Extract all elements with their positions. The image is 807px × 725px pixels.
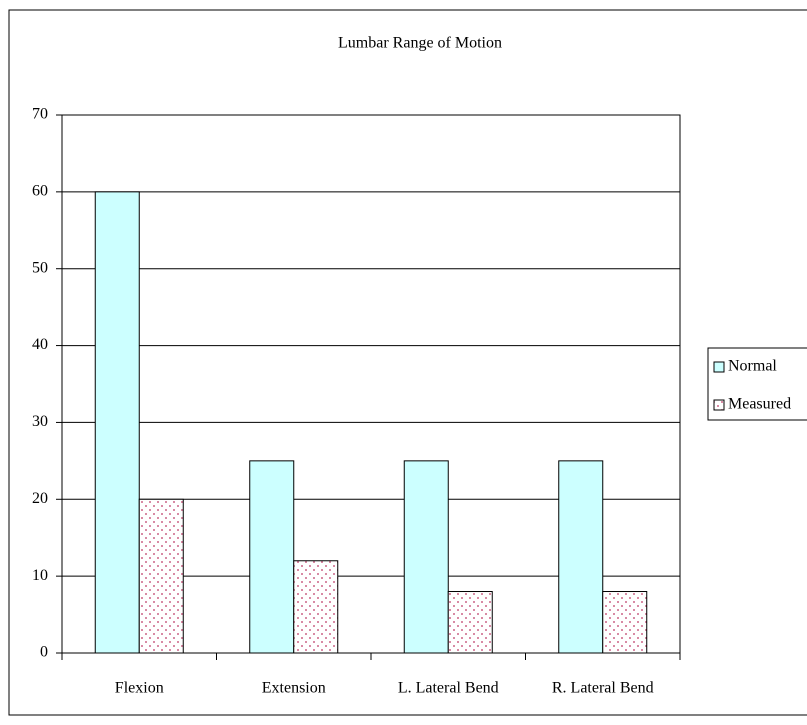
legend-swatch xyxy=(713,399,725,411)
x-tick-label: Extension xyxy=(262,680,326,697)
y-tick-label: 20 xyxy=(32,490,48,507)
x-tick-label: Flexion xyxy=(115,680,164,697)
bar xyxy=(558,460,604,654)
legend-label: Measured xyxy=(728,396,791,413)
y-tick-label: 40 xyxy=(32,336,48,353)
legend-label: Normal xyxy=(728,358,777,375)
y-tick-label: 10 xyxy=(32,567,48,584)
x-tick-label: R. Lateral Bend xyxy=(552,680,654,697)
bar xyxy=(293,560,339,654)
bar xyxy=(447,591,493,654)
y-tick-label: 60 xyxy=(32,183,48,200)
bar xyxy=(249,460,295,654)
bar xyxy=(138,498,184,654)
legend-swatch xyxy=(713,361,725,373)
bar xyxy=(403,460,449,654)
x-tick-label: L. Lateral Bend xyxy=(398,680,499,697)
bar xyxy=(94,191,140,654)
y-tick-label: 70 xyxy=(32,106,48,123)
y-tick-label: 30 xyxy=(32,413,48,430)
y-tick-label: 0 xyxy=(40,644,48,661)
bar xyxy=(602,591,648,654)
chart-title: Lumbar Range of Motion xyxy=(338,35,502,52)
y-tick-label: 50 xyxy=(32,259,48,276)
